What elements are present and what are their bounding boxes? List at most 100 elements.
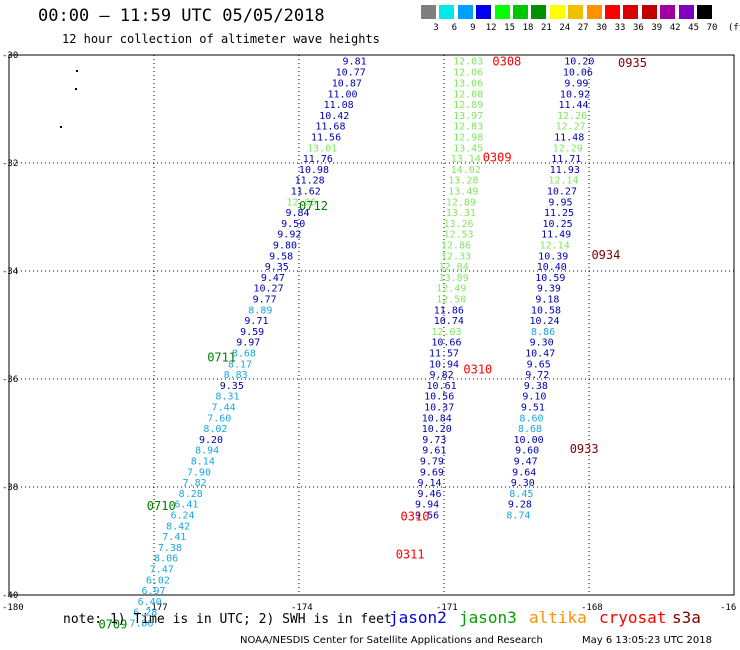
wave-height-value: 6.97 bbox=[141, 586, 165, 597]
wave-height-value: 12.53 bbox=[443, 230, 473, 241]
wave-height-value: 8.68 bbox=[518, 424, 542, 435]
wave-height-value: 10.20 bbox=[422, 424, 452, 435]
legend-label: 30 bbox=[596, 23, 608, 33]
wave-height-value: 9.51 bbox=[521, 403, 545, 414]
wave-height-value: 10.77 bbox=[336, 68, 366, 79]
wave-height-value: 11.49 bbox=[541, 230, 571, 241]
island-dot bbox=[60, 126, 62, 128]
wave-height-value: 10.58 bbox=[531, 305, 561, 316]
legend-swatch bbox=[660, 5, 676, 19]
satellite-name-cryosat: cryosat bbox=[599, 608, 667, 627]
lon-tick-label: -174 bbox=[291, 603, 313, 613]
legend-label: 36 bbox=[632, 23, 644, 33]
wave-height-value: 13.28 bbox=[448, 176, 478, 187]
lat-tick-label: -36 bbox=[2, 375, 18, 385]
wave-height-value: 7.47 bbox=[150, 565, 174, 576]
wave-height-value: 9.61 bbox=[422, 446, 446, 457]
pass-time-label: 0711 bbox=[207, 350, 236, 364]
lat-tick-label: -38 bbox=[2, 483, 18, 493]
island-dot bbox=[75, 88, 77, 90]
wave-height-value: 9.47 bbox=[514, 457, 538, 468]
satellite-name-s3a: s3a bbox=[672, 608, 701, 627]
satellite-name-jason3: jason3 bbox=[459, 608, 517, 627]
legend-swatch bbox=[476, 5, 492, 19]
wave-height-value: 8.28 bbox=[179, 489, 203, 500]
wave-height-value: 7.41 bbox=[162, 532, 186, 543]
legend-swatch bbox=[586, 5, 602, 19]
wave-height-value: 12.50 bbox=[436, 295, 466, 306]
wave-height-value: 9.77 bbox=[253, 295, 277, 306]
wave-height-value: 12.89 bbox=[446, 197, 476, 208]
legend-label: 21 bbox=[540, 23, 552, 33]
wave-height-value: 7.86 bbox=[129, 619, 153, 630]
legend-label: 70 bbox=[706, 23, 718, 33]
wave-height-value: 10.39 bbox=[538, 251, 568, 262]
wave-height-value: 11.25 bbox=[544, 208, 574, 219]
credit-line: NOAA/NESDIS Center for Satellite Applica… bbox=[240, 635, 543, 646]
wave-height-value: 10.27 bbox=[547, 187, 577, 198]
wave-height-value: 9.28 bbox=[508, 500, 532, 511]
lat-tick-label: -40 bbox=[2, 591, 18, 601]
wave-height-value: 9.50 bbox=[281, 219, 305, 230]
page-subtitle: 12 hour collection of altimeter wave hei… bbox=[62, 32, 380, 46]
pass-time-label: 0310 bbox=[463, 362, 492, 376]
wave-height-value: 9.92 bbox=[277, 230, 301, 241]
wave-height-value: 9.30 bbox=[511, 478, 535, 489]
wave-height-value: 11.57 bbox=[429, 349, 459, 360]
wave-height-value: 12.49 bbox=[436, 284, 466, 295]
legend-swatch bbox=[605, 5, 620, 19]
wave-height-value: 7.82 bbox=[183, 478, 207, 489]
legend-swatch bbox=[678, 5, 694, 19]
wave-height-value: 10.56 bbox=[424, 392, 454, 403]
wave-height-value: 9.80 bbox=[273, 241, 297, 252]
pass-time-label: 0933 bbox=[570, 442, 599, 456]
legend-swatch bbox=[531, 5, 547, 19]
wave-height-value: 6.40 bbox=[138, 597, 162, 608]
wave-height-value: 11.44 bbox=[558, 100, 588, 111]
legend-label: 39 bbox=[651, 23, 663, 33]
legend-swatch bbox=[457, 5, 473, 19]
wave-height-value: 14.02 bbox=[451, 165, 481, 176]
wave-height-value: 12.26 bbox=[557, 111, 587, 122]
wave-height-value: 6.24 bbox=[170, 511, 194, 522]
wave-height-value: 12.06 bbox=[453, 68, 483, 79]
wave-height-value: 8.89 bbox=[248, 305, 272, 316]
wave-height-value: 8.45 bbox=[509, 489, 533, 500]
wave-height-value: 10.00 bbox=[514, 435, 544, 446]
wave-height-value: 12.29 bbox=[553, 143, 583, 154]
wave-height-value: 10.92 bbox=[560, 89, 590, 100]
legend-label: 15 bbox=[504, 23, 516, 33]
wave-height-value: 7.38 bbox=[158, 543, 182, 554]
wave-height-value: 9.82 bbox=[430, 370, 454, 381]
satellite-name-jason2: jason2 bbox=[389, 608, 447, 627]
wave-height-value: 9.94 bbox=[415, 500, 439, 511]
wave-height-value: 9.56 bbox=[415, 511, 439, 522]
island-dot bbox=[76, 70, 78, 72]
wave-height-value: 10.61 bbox=[427, 381, 457, 392]
wave-height-value: 11.71 bbox=[551, 154, 581, 165]
pass-time-label: 0310 bbox=[401, 510, 430, 524]
wave-height-value: 12.98 bbox=[453, 133, 483, 144]
wave-height-value: 7.90 bbox=[187, 467, 211, 478]
wave-height-value: 12.33 bbox=[441, 251, 471, 262]
pass-time-label: 0935 bbox=[618, 56, 647, 70]
wave-height-value: 6.28 bbox=[133, 608, 157, 619]
wave-height-value: 8.17 bbox=[228, 359, 252, 370]
wave-height-value: 11.68 bbox=[315, 122, 345, 133]
wave-height-value: 9.99 bbox=[564, 79, 588, 90]
wave-height-value: 10.94 bbox=[429, 359, 459, 370]
wave-height-value: 9.47 bbox=[261, 273, 285, 284]
map-frame bbox=[8, 54, 735, 596]
legend-swatch bbox=[568, 5, 584, 19]
lon-tick-label: -180 bbox=[2, 603, 24, 613]
wave-height-value: 11.56 bbox=[311, 133, 341, 144]
legend-label: 18 bbox=[522, 23, 534, 33]
legend-swatch bbox=[697, 5, 712, 19]
wave-height-value: 10.25 bbox=[543, 219, 573, 230]
wave-height-value: 13.14 bbox=[451, 154, 481, 165]
wave-height-value: 10.47 bbox=[525, 349, 555, 360]
wave-height-value: 9.10 bbox=[522, 392, 546, 403]
wave-height-value: 12.03 bbox=[453, 56, 483, 67]
wave-height-value: 12.89 bbox=[453, 100, 483, 111]
legend-label: 24 bbox=[559, 23, 571, 33]
